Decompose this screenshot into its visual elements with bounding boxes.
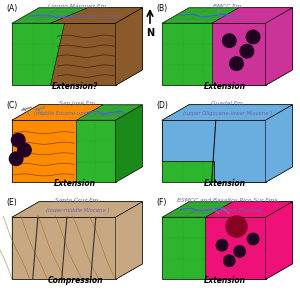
Circle shape — [224, 255, 235, 267]
Polygon shape — [162, 202, 292, 217]
Text: Extension: Extension — [204, 276, 246, 285]
Text: Guadal Fm.: Guadal Fm. — [211, 101, 245, 106]
Text: (A): (A) — [6, 4, 17, 13]
Polygon shape — [50, 8, 142, 23]
Polygon shape — [12, 105, 142, 120]
Polygon shape — [266, 202, 292, 279]
Polygon shape — [212, 8, 292, 23]
Polygon shape — [266, 105, 292, 182]
Polygon shape — [12, 217, 116, 279]
Polygon shape — [162, 120, 266, 182]
Circle shape — [248, 233, 259, 245]
Polygon shape — [12, 202, 142, 217]
Polygon shape — [116, 8, 142, 85]
Polygon shape — [12, 217, 116, 279]
Polygon shape — [116, 202, 142, 279]
Text: (C): (C) — [6, 101, 17, 110]
Text: Compression: Compression — [47, 276, 103, 285]
Polygon shape — [50, 23, 116, 85]
Polygon shape — [116, 202, 142, 279]
Text: (upper Paleocene-lower Eocene): (upper Paleocene-lower Eocene) — [35, 14, 121, 19]
Circle shape — [223, 34, 236, 47]
Polygon shape — [206, 217, 266, 279]
Text: (middle Eocene-upper Oligocene): (middle Eocene-upper Oligocene) — [34, 111, 122, 116]
Circle shape — [11, 133, 25, 147]
Text: Santa Cruz Fm.: Santa Cruz Fm. — [56, 198, 100, 203]
Polygon shape — [12, 120, 76, 182]
Text: (D): (D) — [156, 101, 168, 110]
Text: (middle Miocene-Pliocene): (middle Miocene-Pliocene) — [193, 207, 263, 213]
Circle shape — [9, 152, 23, 166]
Text: (F): (F) — [156, 198, 166, 207]
Text: Extension: Extension — [204, 82, 246, 91]
Text: Extension: Extension — [204, 179, 246, 188]
Polygon shape — [162, 8, 292, 23]
Circle shape — [234, 246, 245, 257]
Circle shape — [230, 57, 243, 70]
Polygon shape — [162, 105, 292, 120]
Polygon shape — [266, 105, 292, 182]
Polygon shape — [116, 105, 142, 182]
Polygon shape — [12, 105, 103, 120]
Circle shape — [246, 30, 260, 44]
Circle shape — [226, 216, 247, 237]
Polygon shape — [266, 8, 292, 85]
Polygon shape — [12, 23, 116, 85]
Polygon shape — [12, 8, 142, 23]
Text: BSMCC and Basaltos Pico Sur Fms.: BSMCC and Basaltos Pico Sur Fms. — [177, 198, 279, 203]
Polygon shape — [266, 8, 292, 85]
Text: N: N — [146, 28, 154, 38]
Polygon shape — [116, 8, 142, 85]
Circle shape — [18, 143, 31, 157]
Text: Ligorio Márquez Fm.: Ligorio Márquez Fm. — [48, 4, 108, 9]
Text: BMCC Fm.: BMCC Fm. — [213, 4, 243, 9]
Text: (E): (E) — [6, 198, 17, 207]
Polygon shape — [12, 120, 116, 182]
Polygon shape — [12, 202, 142, 217]
Polygon shape — [162, 105, 292, 120]
Polygon shape — [212, 23, 266, 85]
Circle shape — [240, 45, 253, 58]
Circle shape — [216, 239, 228, 251]
Text: Extension?: Extension? — [52, 82, 98, 91]
Polygon shape — [162, 23, 266, 85]
Text: Extension: Extension — [54, 179, 96, 188]
Text: San José Fm.: San José Fm. — [59, 101, 97, 107]
Polygon shape — [206, 202, 292, 217]
Text: (Eocene): (Eocene) — [216, 14, 240, 19]
Polygon shape — [162, 217, 266, 279]
Polygon shape — [162, 120, 266, 182]
Text: (lower-middle Miocene ): (lower-middle Miocene ) — [46, 207, 110, 213]
Text: (upper Oligocene-lower Miocene ): (upper Oligocene-lower Miocene ) — [183, 111, 273, 116]
Text: (B): (B) — [156, 4, 167, 13]
Polygon shape — [266, 202, 292, 279]
